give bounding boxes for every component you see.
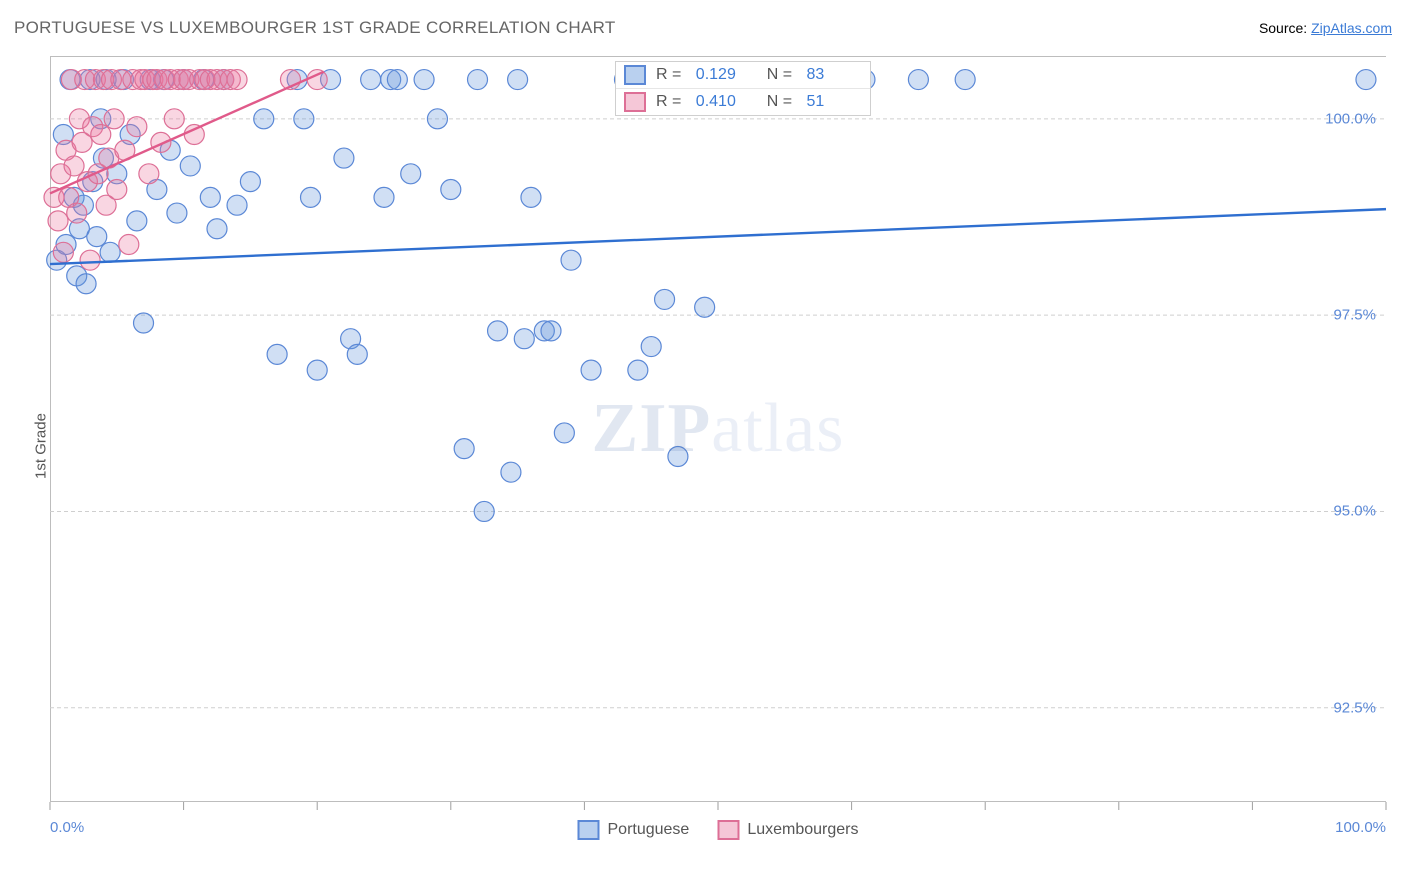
data-point (508, 70, 528, 90)
data-point (207, 219, 227, 239)
legend-item: Portuguese (577, 820, 689, 840)
data-point (80, 250, 100, 270)
legend-label: Luxembourgers (747, 821, 858, 839)
data-point (76, 274, 96, 294)
data-point (427, 109, 447, 129)
legend-swatch (717, 820, 739, 840)
data-point (91, 125, 111, 145)
data-point (334, 148, 354, 168)
data-point (655, 289, 675, 309)
data-point (387, 70, 407, 90)
legend-swatch (577, 820, 599, 840)
data-point (541, 321, 561, 341)
data-point (514, 329, 534, 349)
data-point (294, 109, 314, 129)
y-axis-title: 1st Grade (32, 413, 49, 479)
data-point (955, 70, 975, 90)
chart-page: PORTUGUESE VS LUXEMBOURGER 1ST GRADE COR… (0, 0, 1406, 892)
legend-r-value: 0.129 (696, 66, 748, 84)
data-point (401, 164, 421, 184)
data-point (641, 337, 661, 357)
legend-r-value: 0.410 (696, 93, 748, 111)
data-point (501, 462, 521, 482)
data-point (119, 234, 139, 254)
legend-row: R = 0.410 N = 51 (616, 89, 870, 115)
legend-item: Luxembourgers (717, 820, 858, 840)
data-point (628, 360, 648, 380)
title-bar: PORTUGUESE VS LUXEMBOURGER 1ST GRADE COR… (14, 18, 1392, 38)
data-point (139, 164, 159, 184)
data-point (104, 109, 124, 129)
data-point (167, 203, 187, 223)
data-point (301, 187, 321, 207)
data-point (554, 423, 574, 443)
trend-line (50, 209, 1386, 264)
y-tick-label: 95.0% (1333, 503, 1376, 520)
legend-swatch (624, 65, 646, 85)
data-point (64, 156, 84, 176)
data-point (488, 321, 508, 341)
data-point (374, 187, 394, 207)
data-point (180, 156, 200, 176)
legend-correlation: R = 0.129 N = 83R = 0.410 N = 51 (615, 61, 871, 116)
data-point (48, 211, 68, 231)
data-point (441, 179, 461, 199)
data-point (267, 344, 287, 364)
data-point (581, 360, 601, 380)
legend-n-value: 83 (806, 66, 858, 84)
legend-r-label: R = (656, 66, 686, 84)
data-point (227, 195, 247, 215)
data-point (164, 109, 184, 129)
data-point (134, 313, 154, 333)
data-point (67, 203, 87, 223)
legend-n-label: N = (758, 93, 797, 111)
source: Source: ZipAtlas.com (1259, 20, 1392, 36)
data-point (127, 211, 147, 231)
data-point (347, 344, 367, 364)
legend-swatch (624, 92, 646, 112)
legend-row: R = 0.129 N = 83 (616, 62, 870, 89)
legend-r-label: R = (656, 93, 686, 111)
source-label: Source: (1259, 20, 1311, 36)
source-link[interactable]: ZipAtlas.com (1311, 20, 1392, 36)
x-tick-label: 0.0% (50, 819, 84, 836)
legend-label: Portuguese (607, 821, 689, 839)
data-point (474, 501, 494, 521)
data-point (1356, 70, 1376, 90)
y-tick-label: 100.0% (1325, 110, 1376, 127)
x-tick-label: 100.0% (1335, 819, 1386, 836)
data-point (184, 125, 204, 145)
data-point (468, 70, 488, 90)
legend-series: Portuguese Luxembourgers (577, 820, 858, 840)
data-point (240, 172, 260, 192)
data-point (200, 187, 220, 207)
data-point (53, 242, 73, 262)
chart-title: PORTUGUESE VS LUXEMBOURGER 1ST GRADE COR… (14, 18, 616, 38)
data-point (151, 132, 171, 152)
data-point (454, 439, 474, 459)
plot-area: ZIPatlas R = 0.129 N = 83R = 0.410 N = 5… (50, 56, 1386, 802)
data-point (561, 250, 581, 270)
data-point (254, 109, 274, 129)
data-point (521, 187, 541, 207)
y-tick-label: 92.5% (1333, 699, 1376, 716)
data-point (100, 242, 120, 262)
legend-n-label: N = (758, 66, 797, 84)
data-point (127, 117, 147, 137)
data-point (668, 446, 688, 466)
y-tick-label: 97.5% (1333, 307, 1376, 324)
data-point (414, 70, 434, 90)
data-point (307, 360, 327, 380)
data-point (695, 297, 715, 317)
data-point (227, 70, 247, 90)
legend-n-value: 51 (806, 93, 858, 111)
data-point (87, 227, 107, 247)
data-point (361, 70, 381, 90)
data-point (107, 179, 127, 199)
data-point (908, 70, 928, 90)
plot-svg (50, 56, 1386, 802)
